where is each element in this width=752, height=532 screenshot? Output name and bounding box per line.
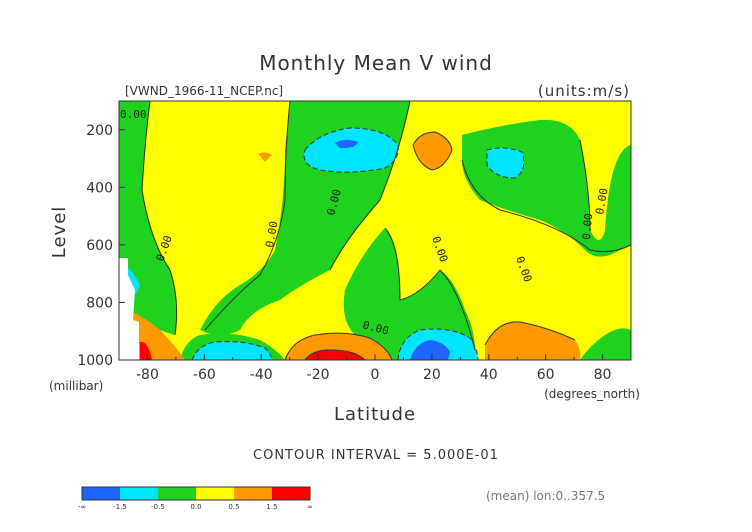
units-label: (units:m/s)	[538, 82, 630, 100]
colorbar-swatch	[158, 487, 196, 500]
x-tick-label: 40	[480, 367, 498, 383]
plot-area: 0.00 0.00 0.00 0.00 0.00 0.00 0.00 0.00 …	[118, 100, 632, 361]
y-tick-label: 200	[86, 123, 113, 139]
region-orange	[258, 152, 272, 162]
region-cyan	[487, 147, 524, 178]
colorbar-swatch	[120, 487, 158, 500]
missing-region	[119, 258, 139, 360]
x-tick-label: 20	[423, 367, 441, 383]
colorbar-swatch	[272, 487, 310, 500]
colorbar-tick-label: -0.5	[151, 503, 165, 511]
region-green	[343, 228, 475, 360]
region-green	[580, 328, 631, 360]
x-axis-label: Latitude	[334, 404, 416, 425]
x-tick-label: 80	[594, 367, 612, 383]
colorbar-tick-label: 0.5	[228, 503, 239, 511]
contour-label: 0.00	[263, 220, 280, 248]
negative-contour-lines	[191, 127, 525, 361]
colorbar-tick-label: -∞	[78, 503, 86, 511]
region-blue	[410, 340, 450, 360]
footer-label: (mean) lon:0..357.5	[486, 489, 605, 503]
x-tick-label: -60	[193, 367, 216, 383]
y-tick-label: 1000	[77, 353, 113, 369]
x-tick-label: 0	[371, 367, 380, 383]
region-cyan	[192, 341, 272, 360]
colorbar-tick-label: ∞	[307, 503, 313, 511]
region-blue	[335, 139, 358, 149]
colorbar-swatch	[234, 487, 272, 500]
x-tick-label: 60	[537, 367, 555, 383]
colorbar: -∞ -1.5 -0.5 0.0 0.5 1.5 ∞	[78, 486, 313, 511]
region-orange	[285, 333, 392, 360]
region-cyan	[304, 128, 399, 173]
colorbar-tick-label: 1.5	[266, 503, 277, 511]
y-axis-unit: (millibar)	[49, 379, 103, 393]
x-axis-unit: (degrees_north)	[544, 387, 640, 401]
colorbar-swatch	[196, 487, 234, 500]
y-tick-label: 400	[86, 180, 113, 196]
contour-label: 0.00	[120, 108, 147, 121]
x-axis: -80 -60 -40 -20 0 20 40 60 80	[118, 354, 632, 383]
region-orange	[413, 132, 452, 170]
region-orange	[485, 321, 581, 360]
colorbar-tick-label: 0.0	[190, 503, 201, 511]
contour-label: 0.00	[580, 213, 595, 241]
source-label: [VWND_1966-11_NCEP.nc]	[125, 84, 283, 98]
contour-interval-label: CONTOUR INTERVAL = 5.000E-01	[253, 448, 499, 463]
y-tick-label: 800	[86, 295, 113, 311]
colorbar-swatch	[82, 487, 120, 500]
x-tick-label: -20	[307, 367, 330, 383]
y-axis: 200 400 600 800 1000	[77, 123, 125, 369]
region-red	[140, 341, 152, 360]
x-tick-label: -80	[136, 367, 159, 383]
y-axis-label: Level	[49, 206, 70, 259]
chart-title: Monthly Mean V wind	[259, 51, 493, 75]
x-tick-label: -40	[250, 367, 273, 383]
colorbar-tick-label: -1.5	[113, 503, 127, 511]
contour-label: 0.00	[593, 187, 610, 215]
y-tick-label: 600	[86, 238, 113, 254]
contour-lines	[141, 100, 632, 361]
colorbar-border	[81, 486, 311, 501]
